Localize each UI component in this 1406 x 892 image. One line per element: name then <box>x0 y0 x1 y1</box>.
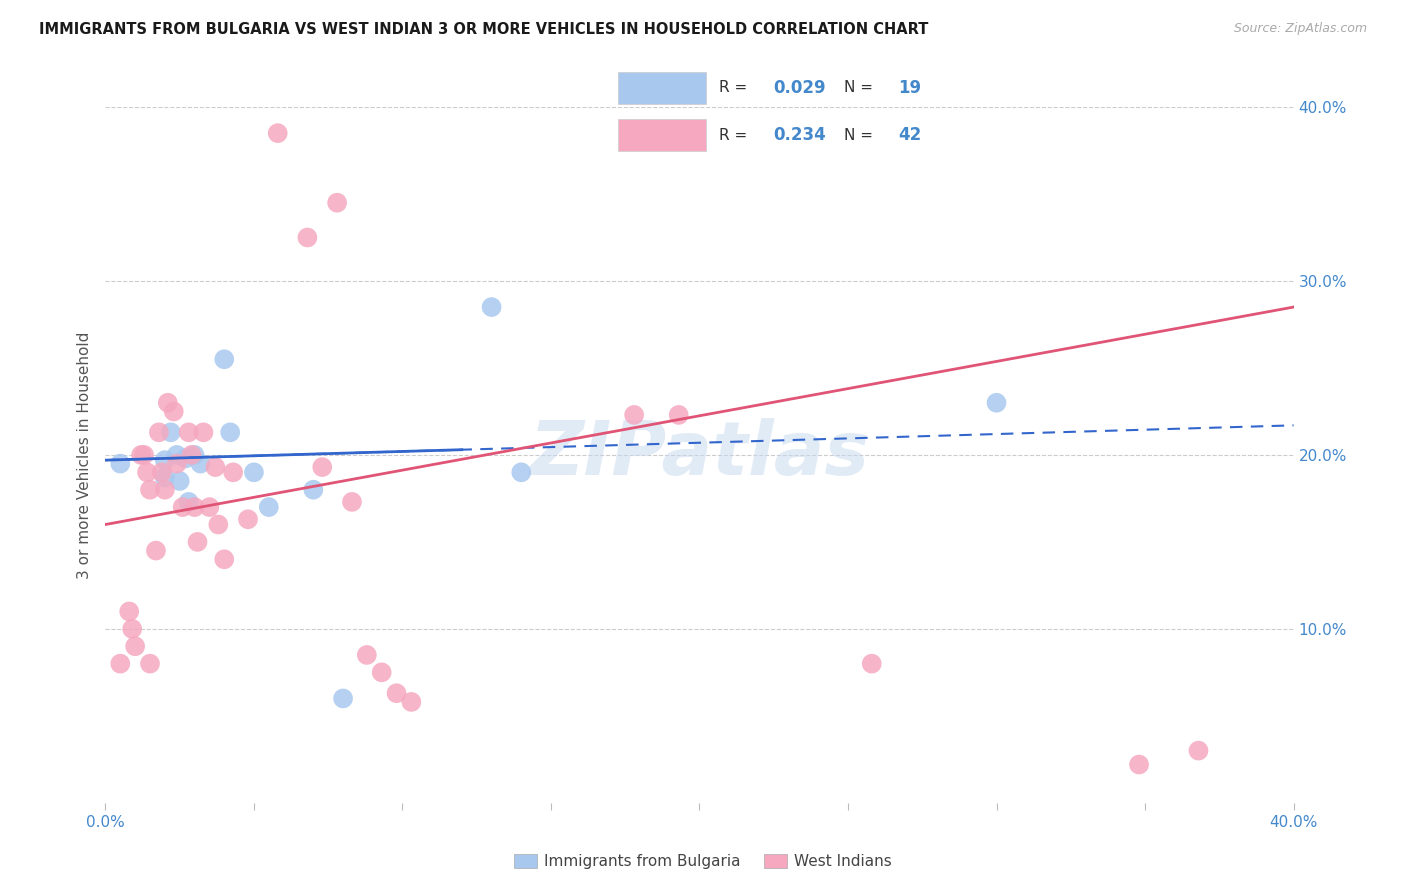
Text: 0.234: 0.234 <box>773 126 827 144</box>
Point <box>297 230 319 244</box>
Text: 42: 42 <box>898 126 921 144</box>
Point <box>129 448 152 462</box>
Point <box>222 466 245 480</box>
Point <box>214 352 236 367</box>
Point <box>198 500 221 514</box>
Point <box>311 460 333 475</box>
Point <box>124 639 146 653</box>
Point <box>110 657 132 671</box>
Point <box>243 466 266 480</box>
Point <box>153 453 176 467</box>
Point <box>174 451 197 466</box>
Legend: Immigrants from Bulgaria, West Indians: Immigrants from Bulgaria, West Indians <box>508 848 898 875</box>
Point <box>257 500 280 514</box>
Point <box>332 691 354 706</box>
Bar <box>619 72 706 103</box>
Point <box>172 500 194 514</box>
Point <box>139 657 162 671</box>
Point <box>163 404 186 418</box>
Text: ZIPatlas: ZIPatlas <box>530 418 869 491</box>
Y-axis label: 3 or more Vehicles in Household: 3 or more Vehicles in Household <box>77 331 93 579</box>
Point <box>183 448 205 462</box>
Bar <box>619 120 706 151</box>
Point <box>204 460 226 475</box>
Point <box>668 408 690 422</box>
Point <box>510 466 533 480</box>
Point <box>356 648 378 662</box>
Point <box>302 483 325 497</box>
Point <box>121 622 143 636</box>
Point <box>370 665 392 680</box>
Point <box>401 695 423 709</box>
Point <box>236 512 259 526</box>
Point <box>986 396 1008 410</box>
Point <box>136 466 159 480</box>
Point <box>118 605 141 619</box>
Point <box>153 483 176 497</box>
Point <box>481 300 503 314</box>
Point <box>1187 744 1209 758</box>
Point <box>267 126 290 140</box>
Point <box>219 425 242 440</box>
Text: N =: N = <box>844 128 877 143</box>
Point <box>159 425 181 440</box>
Text: 19: 19 <box>898 79 921 97</box>
Text: R =: R = <box>720 80 752 95</box>
Point <box>150 466 173 480</box>
Point <box>139 483 162 497</box>
Point <box>190 457 212 471</box>
Point <box>183 500 205 514</box>
Point <box>193 425 215 440</box>
Point <box>860 657 883 671</box>
Point <box>385 686 408 700</box>
Point <box>166 448 188 462</box>
Point <box>623 408 645 422</box>
Point <box>145 543 167 558</box>
Point <box>1128 757 1150 772</box>
Point <box>110 457 132 471</box>
Point <box>132 448 155 462</box>
Text: 0.029: 0.029 <box>773 79 825 97</box>
Point <box>169 474 191 488</box>
Point <box>214 552 236 566</box>
Point <box>180 448 202 462</box>
Point <box>156 396 179 410</box>
Text: N =: N = <box>844 80 877 95</box>
Point <box>177 425 200 440</box>
Text: R =: R = <box>720 128 752 143</box>
Point <box>177 495 200 509</box>
Point <box>340 495 363 509</box>
Point <box>207 517 229 532</box>
Point <box>153 470 176 484</box>
Text: Source: ZipAtlas.com: Source: ZipAtlas.com <box>1233 22 1367 36</box>
Text: IMMIGRANTS FROM BULGARIA VS WEST INDIAN 3 OR MORE VEHICLES IN HOUSEHOLD CORRELAT: IMMIGRANTS FROM BULGARIA VS WEST INDIAN … <box>39 22 929 37</box>
Point <box>186 534 208 549</box>
Point <box>148 425 170 440</box>
Point <box>166 457 188 471</box>
Point <box>326 195 349 210</box>
